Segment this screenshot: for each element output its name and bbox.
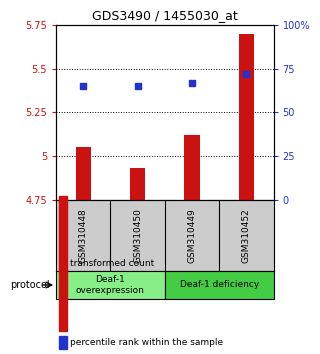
Text: transformed count: transformed count xyxy=(70,259,155,268)
Text: protocol: protocol xyxy=(10,280,50,290)
Point xyxy=(135,83,140,89)
Text: percentile rank within the sample: percentile rank within the sample xyxy=(70,338,224,347)
Point xyxy=(244,71,249,77)
Text: GSM310452: GSM310452 xyxy=(242,208,251,263)
Bar xyxy=(239,34,254,200)
Text: GSM310450: GSM310450 xyxy=(133,208,142,263)
Text: GSM310449: GSM310449 xyxy=(188,208,196,263)
Bar xyxy=(165,271,274,299)
Title: GDS3490 / 1455030_at: GDS3490 / 1455030_at xyxy=(92,9,238,22)
Bar xyxy=(184,135,200,200)
Bar xyxy=(130,169,145,200)
Bar xyxy=(76,148,91,200)
Text: Deaf-1 deficiency: Deaf-1 deficiency xyxy=(180,280,259,290)
Bar xyxy=(56,271,165,299)
Text: Deaf-1
overexpression: Deaf-1 overexpression xyxy=(76,275,145,295)
Point xyxy=(81,83,86,89)
Text: GSM310448: GSM310448 xyxy=(79,208,88,263)
Point xyxy=(189,80,195,85)
